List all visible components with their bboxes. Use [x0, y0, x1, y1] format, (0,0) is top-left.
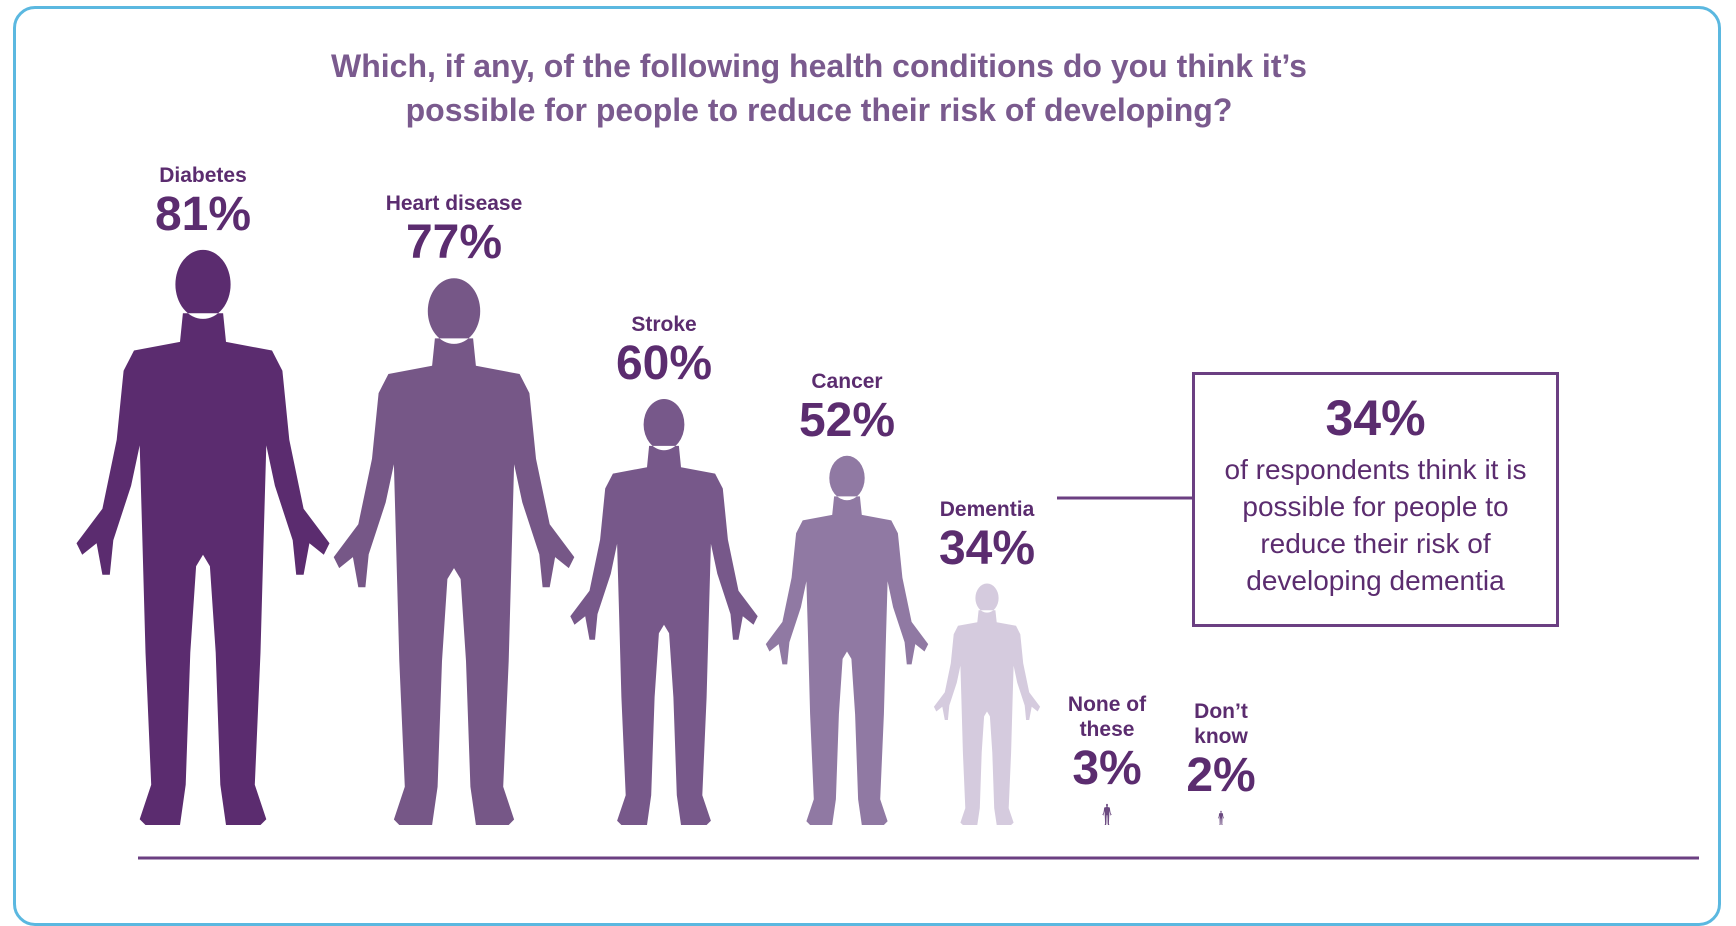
- category-name: Cancer: [811, 369, 883, 393]
- category-name: Diabetes: [159, 163, 247, 187]
- value-label: 2%: [1186, 748, 1256, 802]
- category-label: Heart disease 77%: [369, 191, 539, 270]
- figure: [333, 278, 575, 825]
- figure: [570, 398, 758, 825]
- category-label: Cancer 52%: [762, 369, 932, 448]
- chart: [76, 249, 1699, 860]
- category-name: Heart disease: [385, 192, 523, 216]
- figure: [1217, 810, 1225, 825]
- category-name: None of these: [1067, 692, 1147, 741]
- category-name: Don’t know: [1194, 699, 1248, 748]
- category-name: Dementia: [939, 497, 1035, 521]
- figure: [1102, 803, 1112, 825]
- value-label: 34%: [938, 521, 1036, 575]
- callout-value: 34%: [1325, 390, 1426, 446]
- chart-title: Which, if any, of the following health c…: [331, 48, 1307, 128]
- category-name: Stroke: [631, 313, 697, 336]
- category-label: Diabetes 81%: [118, 163, 288, 242]
- category-label: None of these 3%: [1060, 692, 1155, 796]
- callout-text: of respondents think it is possible for …: [1224, 454, 1527, 596]
- category-label: Stroke 60%: [579, 312, 749, 391]
- callout: 34% of respondents think it is possible …: [1192, 372, 1559, 627]
- value-label: 81%: [154, 187, 252, 241]
- figure: [765, 455, 929, 825]
- page: Which, if any, of the following health c…: [13, 6, 1721, 926]
- value-label: 52%: [798, 393, 896, 447]
- value-label: 3%: [1072, 741, 1142, 795]
- category-label: Don’t know 2%: [1174, 699, 1269, 803]
- figure: [933, 583, 1041, 825]
- category-label: Dementia 34%: [902, 497, 1072, 576]
- value-label: 77%: [405, 216, 503, 270]
- value-label: 60%: [615, 337, 713, 390]
- figure: [76, 249, 330, 826]
